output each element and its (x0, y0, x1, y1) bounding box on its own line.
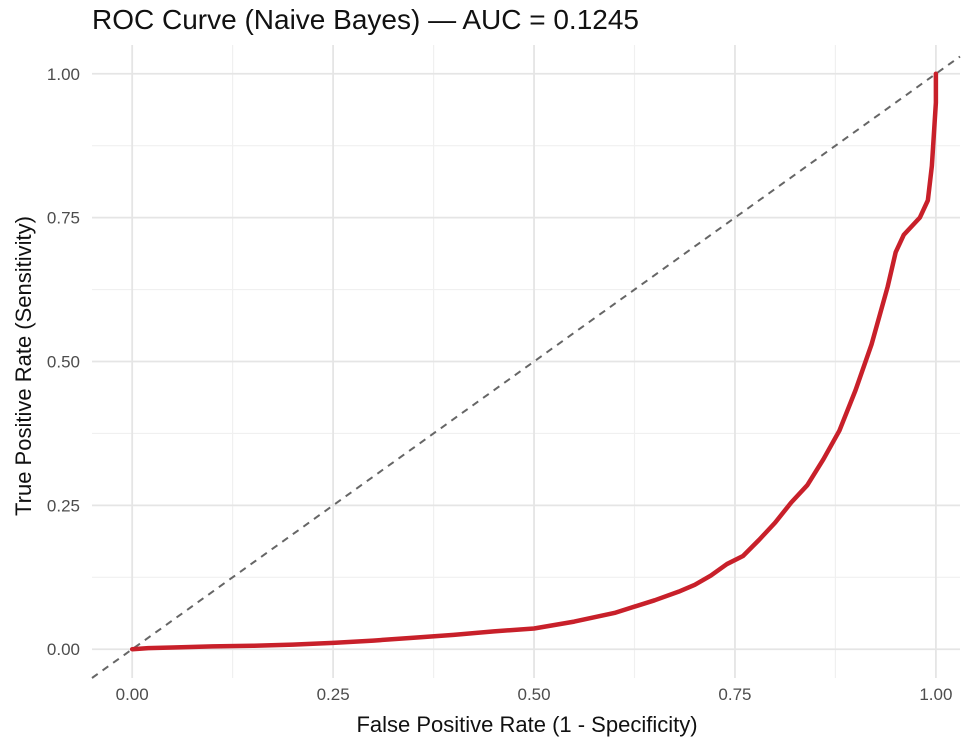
x-axis-title: False Positive Rate (1 - Specificity) (356, 712, 697, 737)
y-tick-label: 0.00 (47, 640, 80, 659)
reference-diagonal-line (91, 55, 961, 679)
roc-curve-line (129, 71, 939, 652)
major-gridlines (92, 45, 960, 678)
y-tick-label: 0.50 (47, 353, 80, 372)
x-tick-label: 1.00 (919, 685, 952, 704)
x-tick-label: 0.50 (517, 685, 550, 704)
y-axis-title: True Positive Rate (Sensitivity) (11, 216, 36, 516)
chart-title: ROC Curve (Naive Bayes) — AUC = 0.1245 (92, 4, 639, 35)
tick-labels: 0.00 0.25 0.50 0.75 1.00 0.00 0.25 0.50 0.75 1.00 (47, 65, 953, 704)
x-tick-label: 0.25 (317, 685, 350, 704)
x-tick-label: 0.00 (116, 685, 149, 704)
y-tick-label: 0.75 (47, 209, 80, 228)
y-tick-label: 0.25 (47, 496, 80, 515)
y-tick-label: 1.00 (47, 65, 80, 84)
x-tick-label: 0.75 (718, 685, 751, 704)
series-layer (91, 55, 961, 679)
